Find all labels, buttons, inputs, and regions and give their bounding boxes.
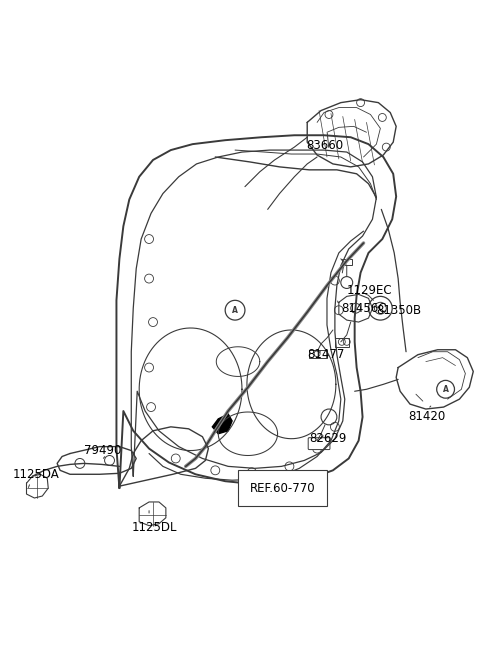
Text: 1125DL: 1125DL [131, 521, 177, 534]
Bar [309, 350, 327, 358]
Bar [335, 338, 349, 346]
Text: 81477: 81477 [307, 348, 345, 361]
Bar [342, 259, 352, 265]
Text: 82629: 82629 [309, 432, 347, 445]
Polygon shape [212, 414, 232, 434]
Text: 81420: 81420 [408, 411, 445, 423]
Text: A: A [443, 384, 448, 394]
Text: A: A [232, 306, 238, 314]
Text: 83660: 83660 [306, 139, 343, 152]
Text: 81350B: 81350B [376, 304, 421, 317]
Text: 1129EC: 1129EC [347, 284, 392, 297]
Text: 1125DA: 1125DA [12, 468, 60, 481]
Text: 79490: 79490 [84, 444, 121, 457]
Text: 81456C: 81456C [341, 302, 386, 314]
Text: REF.60-770: REF.60-770 [250, 481, 315, 495]
FancyBboxPatch shape [308, 438, 330, 449]
